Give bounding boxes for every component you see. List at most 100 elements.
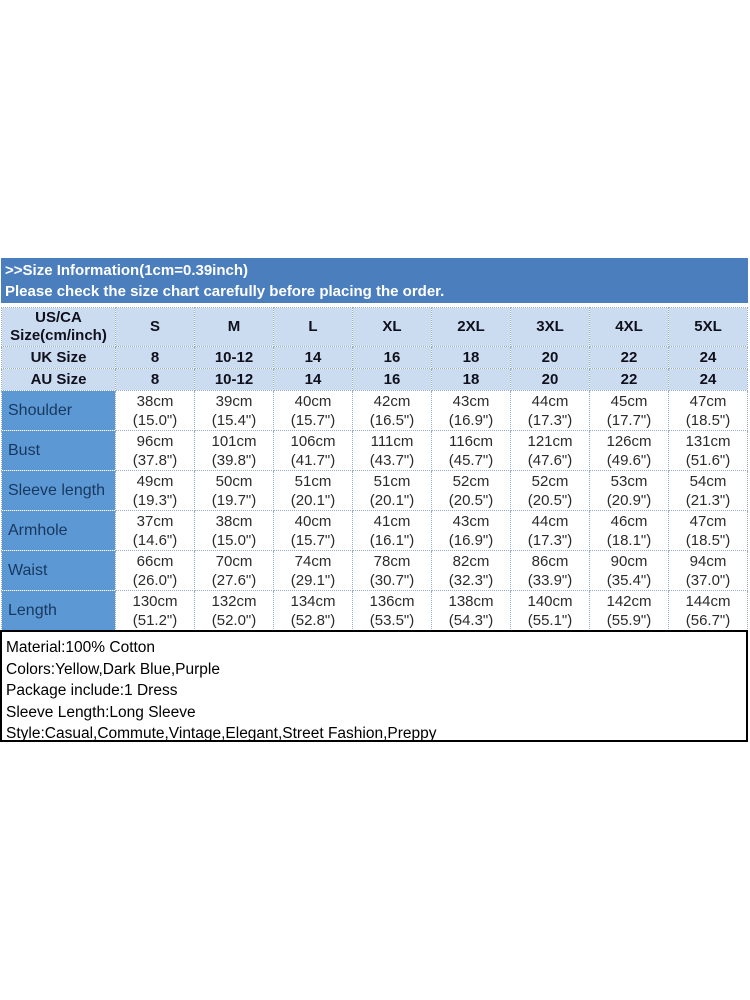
measurement-cm: 66cm bbox=[136, 552, 174, 570]
measurement-cm: 51cm bbox=[294, 472, 332, 490]
measurement-cm: 43cm bbox=[452, 512, 490, 530]
measurement-inch: (39.8") bbox=[211, 451, 257, 469]
measurement-cell: 130cm (51.2") bbox=[115, 590, 195, 631]
measurement-cm: 40cm bbox=[294, 392, 332, 410]
info-line-package: Package include:1 Dress bbox=[6, 682, 178, 699]
measurement-inch: (52.0") bbox=[211, 611, 257, 629]
measurement-cell: 41cm (16.1") bbox=[352, 510, 432, 551]
measurement-cell: 54cm (21.3") bbox=[668, 470, 748, 511]
size-header: XL bbox=[352, 307, 432, 347]
measurement-inch: (51.6") bbox=[685, 451, 731, 469]
measurement-cell: 106cm (41.7") bbox=[273, 430, 353, 471]
size-table: US/CA Size(cm/inch) S M L XL 2XL 3XL 4XL 5XL UK Si… bbox=[1, 307, 748, 631]
measurement-cell: 45cm (17.7") bbox=[589, 390, 669, 431]
measurement-cell: 42cm (16.5") bbox=[352, 390, 432, 431]
measurement-cm: 101cm bbox=[211, 432, 257, 450]
measurement-inch: (14.6") bbox=[132, 531, 178, 549]
measurement-cell: 40cm (15.7") bbox=[273, 510, 353, 551]
measurement-inch: (33.9") bbox=[527, 571, 573, 589]
measurement-cm: 90cm bbox=[610, 552, 648, 570]
size-header: L bbox=[273, 307, 353, 347]
measurement-inch: (15.4") bbox=[211, 411, 257, 429]
measurement-row: Waist 66cm (26.0") 70cm (27.6") 74cm (29.1") 78… bbox=[1, 550, 748, 591]
size-value-cell: 18 bbox=[431, 346, 511, 369]
measurement-label: Waist bbox=[1, 550, 116, 591]
measurement-cm: 121cm bbox=[527, 432, 573, 450]
measurement-cell: 40cm (15.7") bbox=[273, 390, 353, 431]
measurement-cm: 131cm bbox=[685, 432, 731, 450]
measurement-inch: (45.7") bbox=[448, 451, 494, 469]
size-value-cell: 22 bbox=[589, 368, 669, 391]
measurement-cell: 140cm (55.1") bbox=[510, 590, 590, 631]
measurement-cell: 132cm (52.0") bbox=[194, 590, 274, 631]
measurement-cm: 132cm bbox=[211, 592, 257, 610]
size-value-cell: 24 bbox=[668, 346, 748, 369]
measurement-inch: (16.5") bbox=[369, 411, 415, 429]
size-value-cell: 8 bbox=[115, 346, 195, 369]
corner-header: US/CA Size(cm/inch) bbox=[1, 307, 116, 347]
measurement-inch: (15.7") bbox=[290, 531, 336, 549]
measurement-row: Shoulder 38cm (15.0") 39cm (15.4") 40cm (15.7"… bbox=[1, 390, 748, 431]
measurement-cm: 45cm bbox=[610, 392, 648, 410]
size-row-label: UK Size bbox=[1, 346, 116, 369]
measurement-inch: (17.3") bbox=[527, 531, 573, 549]
size-header: 3XL bbox=[510, 307, 590, 347]
measurement-cm: 111cm bbox=[370, 432, 414, 450]
measurement-cm: 46cm bbox=[610, 512, 648, 530]
measurement-cm: 96cm bbox=[136, 432, 174, 450]
size-value-cell: 14 bbox=[273, 368, 353, 391]
measurement-inch: (18.5") bbox=[685, 531, 731, 549]
measurement-inch: (16.9") bbox=[448, 531, 494, 549]
size-header: M bbox=[194, 307, 274, 347]
measurement-cm: 39cm bbox=[215, 392, 253, 410]
measurement-cm: 138cm bbox=[448, 592, 494, 610]
measurement-cm: 37cm bbox=[136, 512, 174, 530]
measurement-cell: 111cm (43.7") bbox=[352, 430, 432, 471]
measurement-cell: 126cm (49.6") bbox=[589, 430, 669, 471]
measurement-inch: (20.5") bbox=[448, 491, 494, 509]
measurement-cell: 134cm (52.8") bbox=[273, 590, 353, 631]
measurement-cm: 144cm bbox=[685, 592, 731, 610]
measurement-label: Sleeve length bbox=[1, 470, 116, 511]
measurement-inch: (55.1") bbox=[527, 611, 573, 629]
measurement-cell: 38cm (15.0") bbox=[194, 510, 274, 551]
measurement-cm: 38cm bbox=[136, 392, 174, 410]
measurement-inch: (52.8") bbox=[290, 611, 336, 629]
size-header: 4XL bbox=[589, 307, 669, 347]
measurement-cm: 47cm bbox=[689, 512, 727, 530]
measurement-cm: 134cm bbox=[290, 592, 336, 610]
measurement-inch: (20.1") bbox=[290, 491, 336, 509]
measurement-cm: 52cm bbox=[531, 472, 569, 490]
measurement-cell: 49cm (19.3") bbox=[115, 470, 195, 511]
size-table-body: Shoulder 38cm (15.0") 39cm (15.4") 40cm (15.7"… bbox=[1, 390, 748, 631]
measurement-cell: 43cm (16.9") bbox=[431, 510, 511, 551]
measurement-cell: 142cm (55.9") bbox=[589, 590, 669, 631]
product-info-box: Material:100% Cotton Colors:Yellow,Dark … bbox=[0, 630, 748, 742]
measurement-inch: (15.0") bbox=[132, 411, 178, 429]
measurement-cm: 41cm bbox=[373, 512, 411, 530]
size-value-cell: 16 bbox=[352, 346, 432, 369]
measurement-cell: 78cm (30.7") bbox=[352, 550, 432, 591]
measurement-inch: (26.0") bbox=[132, 571, 178, 589]
measurement-inch: (37.8") bbox=[132, 451, 178, 469]
measurement-cell: 38cm (15.0") bbox=[115, 390, 195, 431]
measurement-row: Sleeve length 49cm (19.3") 50cm (19.7") 51cm(… bbox=[1, 470, 748, 511]
size-value-cell: 14 bbox=[273, 346, 353, 369]
measurement-cell: 144cm (56.7") bbox=[668, 590, 748, 631]
measurement-row: Length 130cm (51.2") 132cm (52.0") 134cm (52.8… bbox=[1, 590, 748, 631]
measurement-cell: 74cm (29.1") bbox=[273, 550, 353, 591]
measurement-cm: 49cm bbox=[136, 472, 174, 490]
measurement-inch: (32.3") bbox=[448, 571, 494, 589]
measurement-label: Armhole bbox=[1, 510, 116, 551]
measurement-cell: 44cm (17.3") bbox=[510, 390, 590, 431]
measurement-inch: (16.1") bbox=[369, 531, 415, 549]
banner-title: >>Size Information(1cm=0.39inch) bbox=[5, 262, 248, 279]
measurement-inch: (20.9") bbox=[606, 491, 652, 509]
measurement-cm: 130cm bbox=[132, 592, 178, 610]
measurement-cm: 52cm bbox=[452, 472, 490, 490]
measurement-inch: (19.7") bbox=[211, 491, 257, 509]
size-value-cell: 22 bbox=[589, 346, 669, 369]
measurement-cm: 142cm bbox=[606, 592, 652, 610]
size-value-cell: 20 bbox=[510, 368, 590, 391]
measurement-cell: 136cm (53.5") bbox=[352, 590, 432, 631]
